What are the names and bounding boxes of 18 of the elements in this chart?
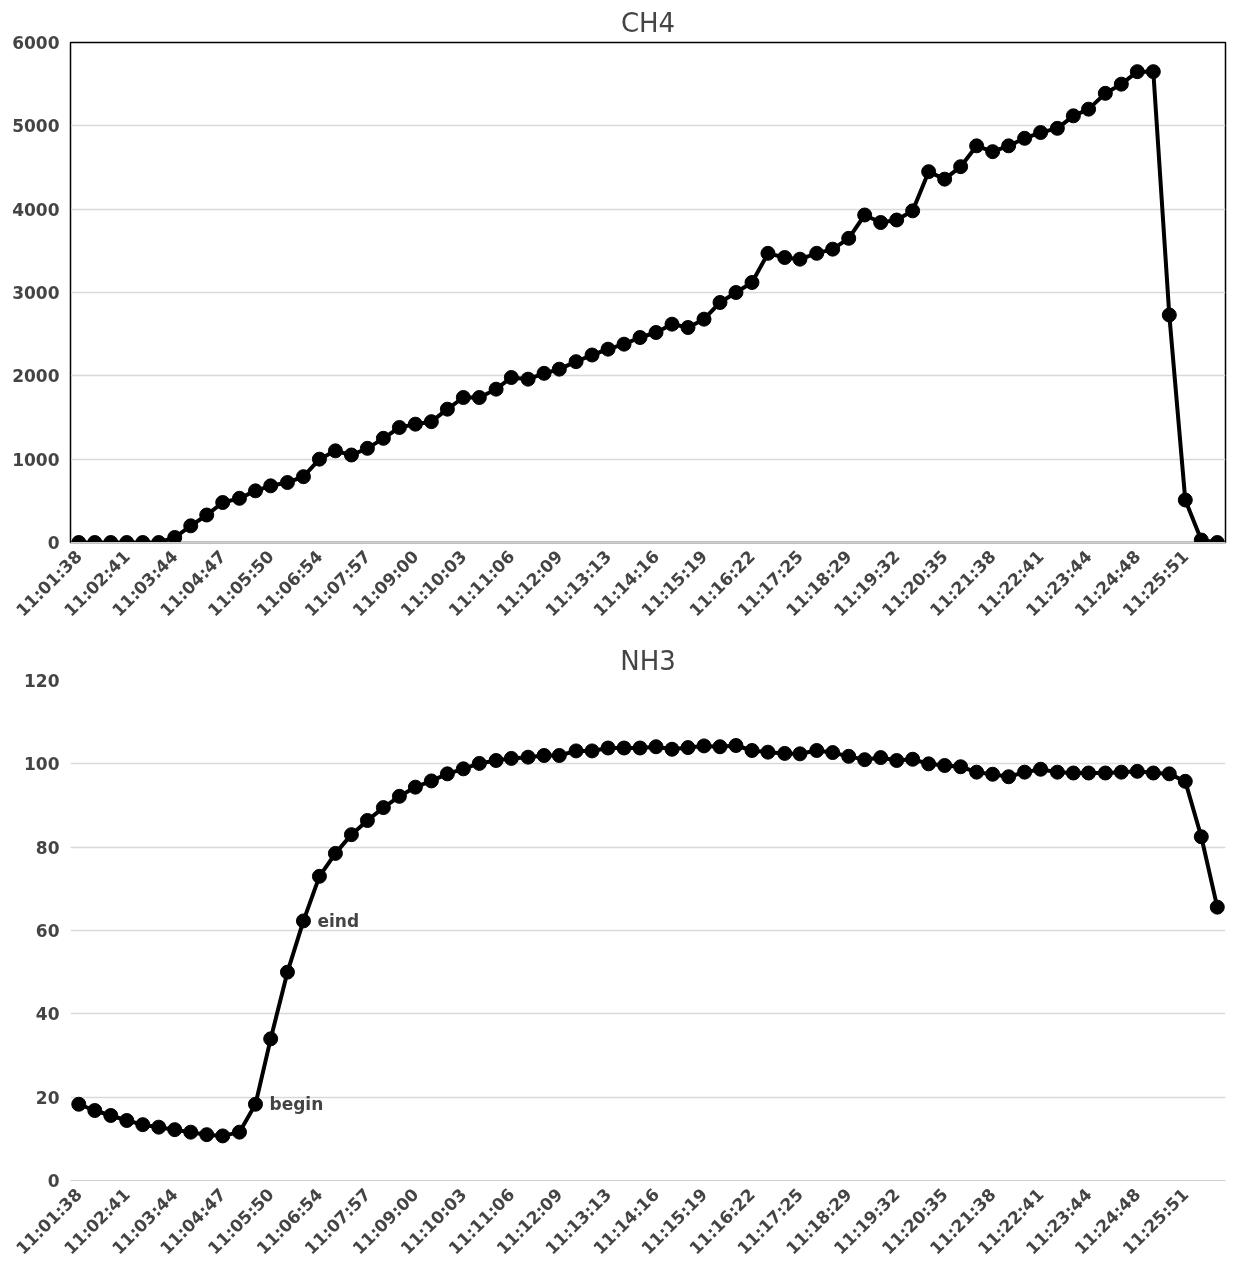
y-tick-label: 120	[24, 671, 60, 691]
y-tick-label: 100	[24, 754, 60, 775]
chart-title: CH4	[620, 7, 676, 38]
annotation: begin	[269, 1094, 324, 1115]
y-tick-label: 6000	[12, 33, 60, 53]
y-tick-label: 40	[35, 1004, 60, 1025]
y-tick-label: 0	[47, 1171, 60, 1191]
y-tick-label: 60	[35, 921, 60, 941]
y-tick-label: 5000	[12, 116, 60, 137]
y-tick-label: 80	[35, 837, 60, 858]
y-tick-label: 4000	[12, 199, 60, 220]
y-tick-label: 0	[47, 533, 60, 553]
y-tick-label: 20	[35, 1087, 60, 1108]
chart-title: NH3	[620, 645, 676, 676]
y-tick-label: 2000	[12, 366, 60, 387]
y-tick-label: 3000	[12, 283, 60, 303]
y-tick-label: 1000	[12, 449, 60, 470]
annotation: eind	[317, 910, 360, 931]
